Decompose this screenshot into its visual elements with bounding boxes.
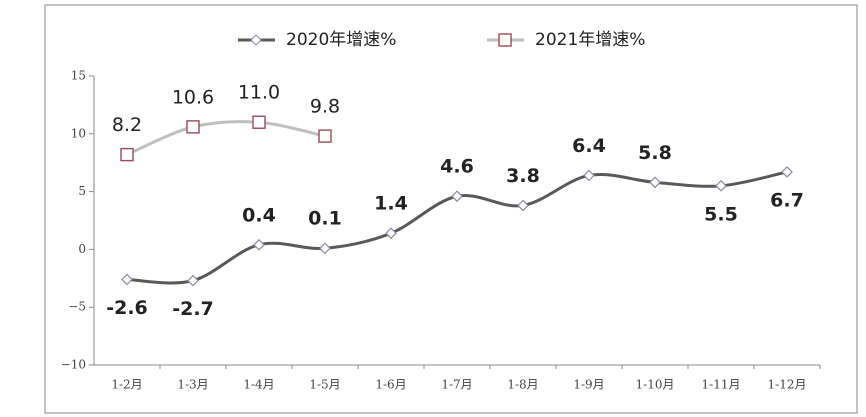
legend-marker xyxy=(250,34,262,46)
y-tick-label: −5 xyxy=(68,300,86,314)
value-label: 6.4 xyxy=(572,135,606,157)
x-tick-label: 1-6月 xyxy=(375,378,406,392)
marker xyxy=(517,199,529,212)
legend-label: 2021年增速% xyxy=(535,30,645,50)
value-label: 5.8 xyxy=(638,142,672,164)
marker xyxy=(187,274,199,287)
frame xyxy=(44,4,858,414)
marker xyxy=(121,273,133,286)
x-tick-label: 1-2月 xyxy=(111,378,142,392)
x-tick-label: 1-9月 xyxy=(573,378,604,392)
y-tick-label: 5 xyxy=(78,184,86,198)
marker xyxy=(253,238,265,251)
value-label: 11.0 xyxy=(238,82,280,104)
legend-label: 2020年增速% xyxy=(286,30,396,50)
x-tick-label: 1-8月 xyxy=(507,378,538,392)
value-label: 6.7 xyxy=(770,189,804,211)
value-label: 8.2 xyxy=(112,114,142,136)
value-label: 5.5 xyxy=(704,203,738,225)
marker xyxy=(451,190,463,203)
x-tick-label: 1-11月 xyxy=(702,378,741,392)
marker xyxy=(120,147,134,162)
marker xyxy=(252,115,266,129)
value-label: -2.7 xyxy=(172,298,214,320)
marker xyxy=(583,169,595,182)
value-label: 3.8 xyxy=(506,165,540,187)
value-label: 0.4 xyxy=(242,204,276,226)
y-tick-label: 10 xyxy=(71,126,86,140)
value-label: -2.6 xyxy=(106,297,148,319)
value-label: 4.6 xyxy=(440,156,474,178)
value-label: 9.8 xyxy=(310,96,340,118)
x-tick-label: 1-7月 xyxy=(441,378,472,392)
x-tick-label: 1-4月 xyxy=(243,378,274,392)
series-line xyxy=(126,120,326,156)
marker xyxy=(715,179,727,192)
x-tick-label: 1-10月 xyxy=(636,378,675,392)
marker xyxy=(319,242,331,255)
value-label: 0.1 xyxy=(308,208,342,230)
x-tick-label: 1-12月 xyxy=(768,378,807,392)
legend-marker xyxy=(498,33,512,47)
value-label: 1.4 xyxy=(374,193,408,215)
x-tick-label: 1-3月 xyxy=(177,378,208,392)
marker xyxy=(781,166,793,178)
marker xyxy=(186,120,200,134)
marker xyxy=(385,227,397,240)
value-label: 10.6 xyxy=(172,86,214,108)
x-tick-label: 1-5月 xyxy=(309,378,340,392)
marker xyxy=(649,176,661,189)
y-tick-label: −10 xyxy=(61,358,86,372)
marker xyxy=(318,129,332,143)
y-tick-label: 0 xyxy=(78,242,86,256)
y-tick-label: 15 xyxy=(71,69,86,83)
